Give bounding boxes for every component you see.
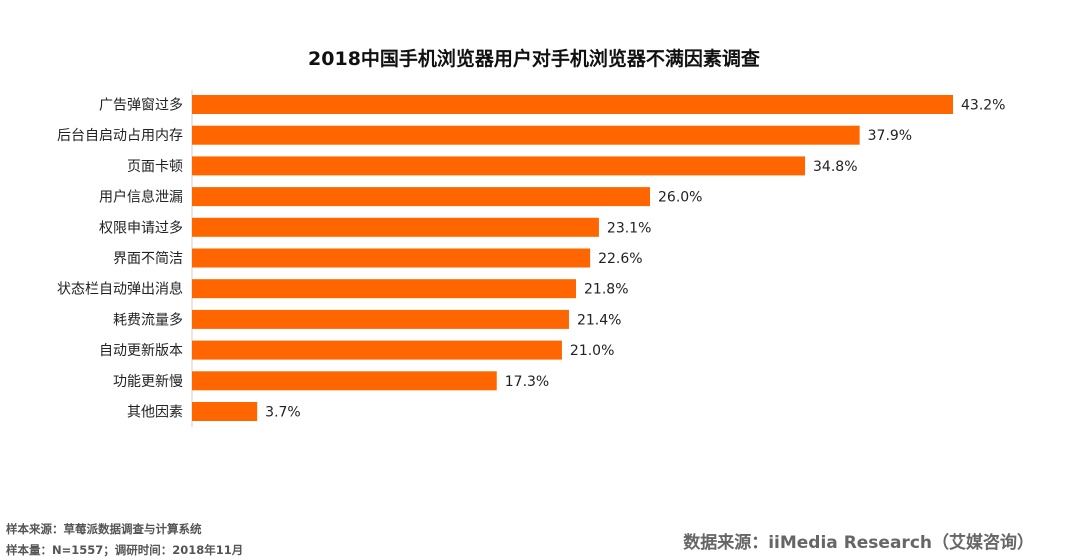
value-label: 17.3% xyxy=(505,374,549,390)
category-label: 其他因素 xyxy=(127,405,183,421)
bar xyxy=(192,279,577,299)
category-label: 耗费流量多 xyxy=(113,311,183,328)
value-label: 22.6% xyxy=(598,251,642,267)
category-label: 后台自启动占用内存 xyxy=(57,128,183,144)
value-label: 34.8% xyxy=(813,159,857,175)
category-label: 用户信息泄漏 xyxy=(99,189,183,206)
bar xyxy=(192,217,599,237)
bar xyxy=(192,371,497,391)
value-label: 37.9% xyxy=(868,128,912,144)
bar xyxy=(192,125,860,145)
bar xyxy=(192,402,258,421)
chart-title: 2018中国手机浏览器用户对手机浏览器不满因素调查 xyxy=(308,48,760,70)
sample-source-note: 样本来源：草莓派数据调查与计算系统 xyxy=(6,522,202,536)
category-label: 广告弹窗过多 xyxy=(99,97,183,114)
category-label: 界面不简洁 xyxy=(113,250,183,267)
value-label: 21.0% xyxy=(570,343,614,359)
category-label: 页面卡顿 xyxy=(127,159,183,175)
value-label: 21.8% xyxy=(584,282,628,298)
category-label: 状态栏自动弹出消息 xyxy=(57,281,183,298)
value-label: 23.1% xyxy=(607,220,651,236)
bar xyxy=(192,156,806,176)
category-label: 功能更新慢 xyxy=(113,373,183,390)
sample-size-note: 样本量：N=1557；调研时间：2018年11月 xyxy=(6,543,244,557)
bar xyxy=(192,340,562,360)
value-label: 26.0% xyxy=(658,190,702,206)
category-label: 自动更新版本 xyxy=(99,343,183,359)
category-label: 权限申请过多 xyxy=(99,219,183,236)
value-label: 21.4% xyxy=(577,312,621,328)
bar xyxy=(192,95,953,114)
data-source-note: 数据来源：iiMedia Research（艾媒咨询） xyxy=(683,533,1034,553)
bar xyxy=(192,309,569,329)
bar xyxy=(192,248,591,268)
value-label: 43.2% xyxy=(961,98,1005,114)
bar xyxy=(192,187,651,207)
value-label: 3.7% xyxy=(265,405,301,421)
